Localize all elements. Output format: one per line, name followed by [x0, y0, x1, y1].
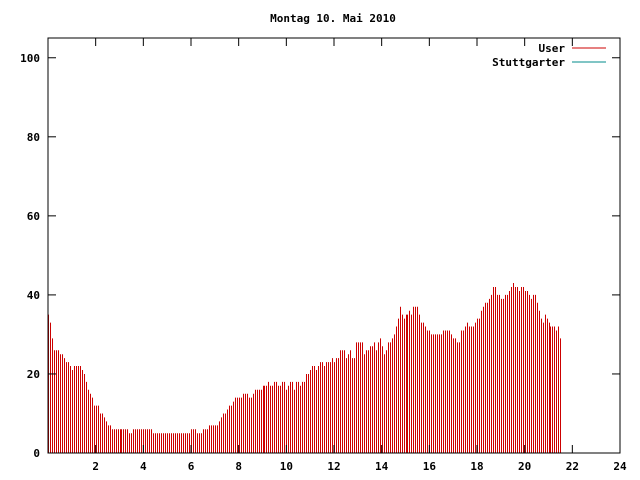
user-series-bars — [48, 283, 561, 453]
y-tick-label: 20 — [27, 368, 40, 381]
x-tick-label: 2 — [92, 460, 99, 473]
x-tick-label: 16 — [423, 460, 437, 473]
y-tick-label: 60 — [27, 210, 40, 223]
x-tick-label: 22 — [566, 460, 579, 473]
y-tick-label: 40 — [27, 289, 40, 302]
x-tick-label: 4 — [140, 460, 147, 473]
x-tick-label: 18 — [470, 460, 483, 473]
x-tick-label: 12 — [327, 460, 340, 473]
x-tick-label: 20 — [518, 460, 531, 473]
x-tick-label: 24 — [613, 460, 627, 473]
legend-label-stuttgarter: Stuttgarter — [492, 56, 565, 69]
y-tick-label: 0 — [33, 447, 40, 460]
legend-label-user: User — [539, 42, 566, 55]
legend: User Stuttgarter — [492, 42, 606, 69]
x-tick-label: 14 — [375, 460, 389, 473]
x-tick-label: 8 — [235, 460, 242, 473]
y-tick-label: 100 — [20, 52, 40, 65]
y-tick-label: 80 — [27, 131, 40, 144]
x-tick-label: 6 — [188, 460, 195, 473]
plot-frame — [47, 37, 621, 454]
x-tick-label: 10 — [280, 460, 293, 473]
chart-title: Montag 10. Mai 2010 — [270, 12, 396, 25]
